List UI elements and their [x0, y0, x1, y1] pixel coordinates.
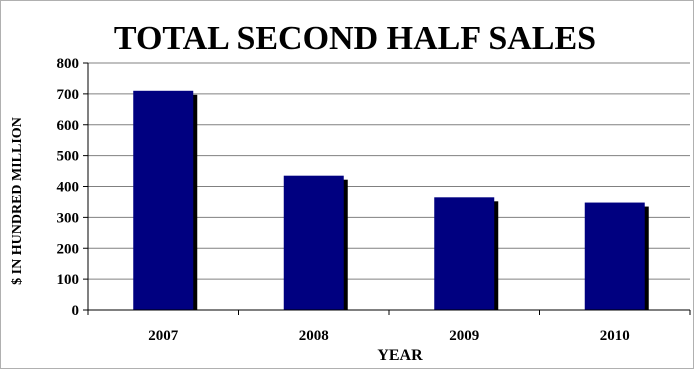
x-tick-label: 2009 — [449, 328, 479, 344]
chart-title: TOTAL SECOND HALF SALES — [114, 20, 596, 57]
axes: 0 100 200 300 400 500 600 700 800 2007 2008 2009 201… — [57, 56, 691, 344]
x-axis-label: YEAR — [377, 347, 423, 364]
y-tick-label: 500 — [57, 149, 80, 165]
y-tick-label: 0 — [72, 303, 80, 319]
y-tick-label: 400 — [57, 180, 80, 196]
x-tick-label: 2010 — [600, 328, 630, 344]
bar-2008 — [283, 175, 344, 310]
bar-2009 — [434, 197, 495, 310]
bars — [133, 90, 649, 310]
bar-2010 — [584, 202, 645, 310]
y-tick-label: 600 — [57, 118, 80, 134]
y-tick-label: 800 — [57, 56, 80, 72]
y-tick-label: 300 — [57, 210, 80, 226]
y-tick-label: 700 — [57, 87, 80, 103]
x-tick-label: 2007 — [148, 328, 179, 344]
y-axis-label: $ IN HUNDRED MILLION — [10, 117, 25, 285]
y-tick-label: 200 — [57, 241, 80, 257]
y-tick-label: 100 — [57, 272, 80, 288]
bar-2007 — [133, 90, 194, 310]
x-tick-label: 2008 — [299, 328, 329, 344]
